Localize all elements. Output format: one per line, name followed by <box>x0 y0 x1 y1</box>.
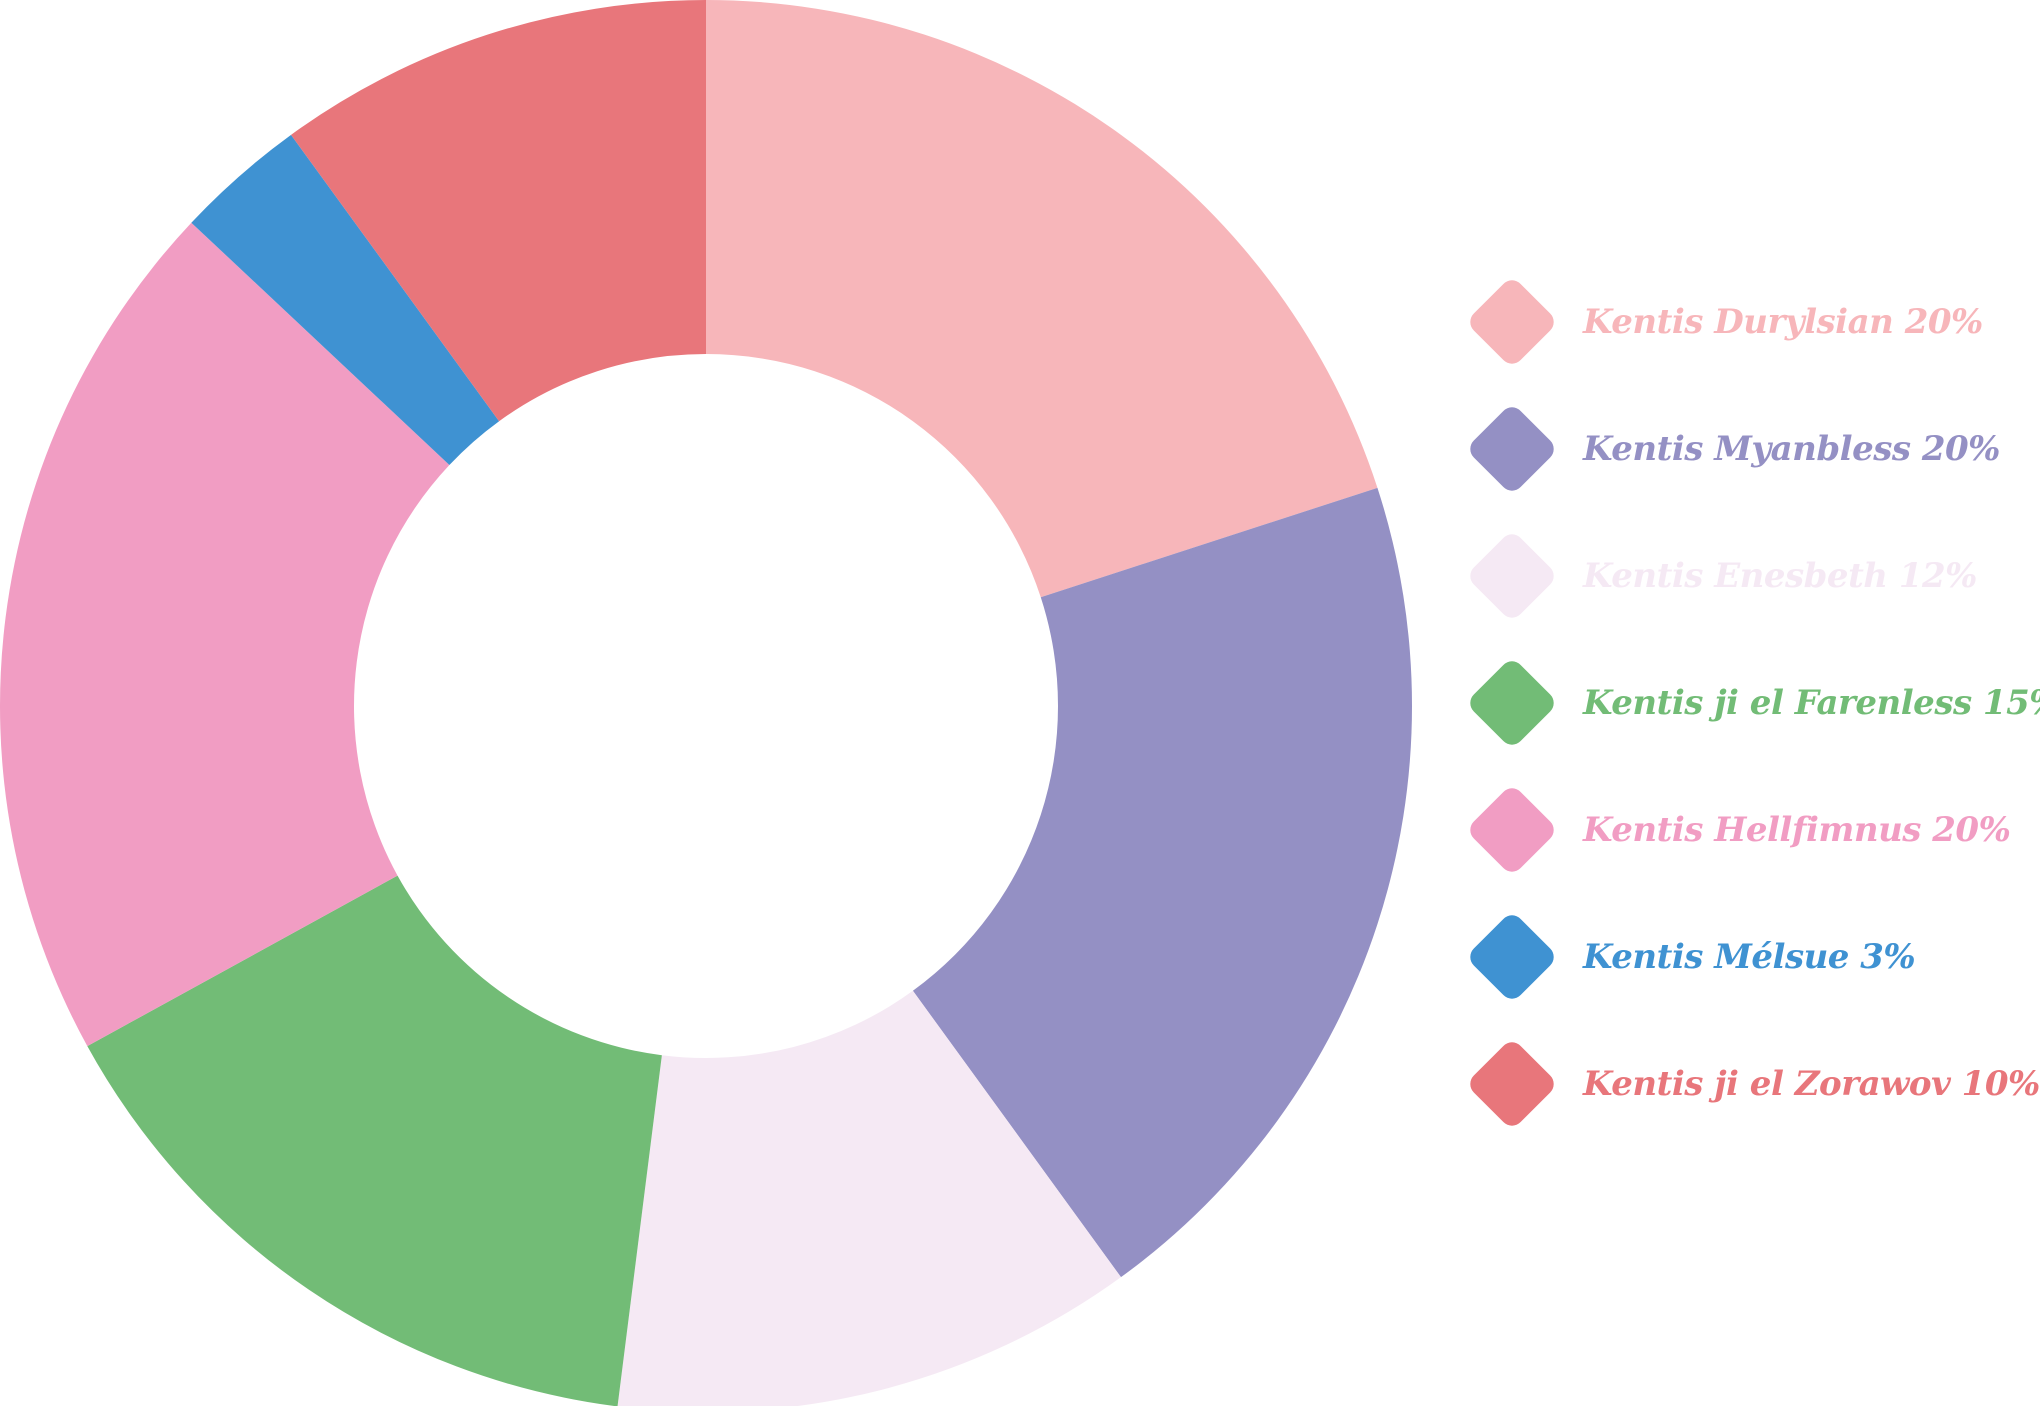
legend-item: Kentis Hellfimnus 20% <box>1465 783 2026 877</box>
donut-slice-4 <box>87 875 662 1406</box>
legend-swatch <box>1465 529 1559 623</box>
legend: Kentis Durylsian 20% Kentis Myanbless 20%… <box>1465 275 2040 1165</box>
legend-item: Kentis Durylsian 20% <box>1465 275 2026 369</box>
donut-slice-2 <box>912 487 1412 1278</box>
legend-label: Kentis Durylsian 20% <box>1583 302 1983 342</box>
legend-label: Kentis ji el Farenless 15% <box>1583 683 2040 723</box>
legend-label: Kentis Mélsue 3% <box>1583 937 1916 977</box>
legend-swatch <box>1465 910 1559 1004</box>
legend-item: Kentis Mélsue 3% <box>1465 910 2026 1004</box>
legend-item: Kentis ji el Zorawov 10% <box>1465 1037 2040 1131</box>
legend-label: Kentis Enesbeth 12% <box>1583 556 1977 596</box>
legend-swatch <box>1465 656 1559 750</box>
legend-swatch <box>1465 275 1559 369</box>
legend-swatch <box>1465 783 1559 877</box>
donut-slice-3 <box>617 990 1121 1406</box>
legend-swatch <box>1465 1037 1559 1131</box>
legend-item: Kentis Myanbless 20% <box>1465 402 2026 496</box>
donut-slice-5 <box>0 222 450 1047</box>
legend-item: Kentis Enesbeth 12% <box>1465 529 2026 623</box>
donut-slice-6 <box>191 134 500 466</box>
legend-swatch <box>1465 402 1559 496</box>
legend-label: Kentis Hellfimnus 20% <box>1583 810 2011 850</box>
donut-slice-1 <box>706 0 1378 598</box>
legend-label: Kentis Myanbless 20% <box>1583 429 2000 469</box>
donut-slice-7 <box>291 0 706 422</box>
legend-item: Kentis ji el Farenless 15% <box>1465 656 2040 750</box>
legend-label: Kentis ji el Zorawov 10% <box>1583 1064 2040 1104</box>
